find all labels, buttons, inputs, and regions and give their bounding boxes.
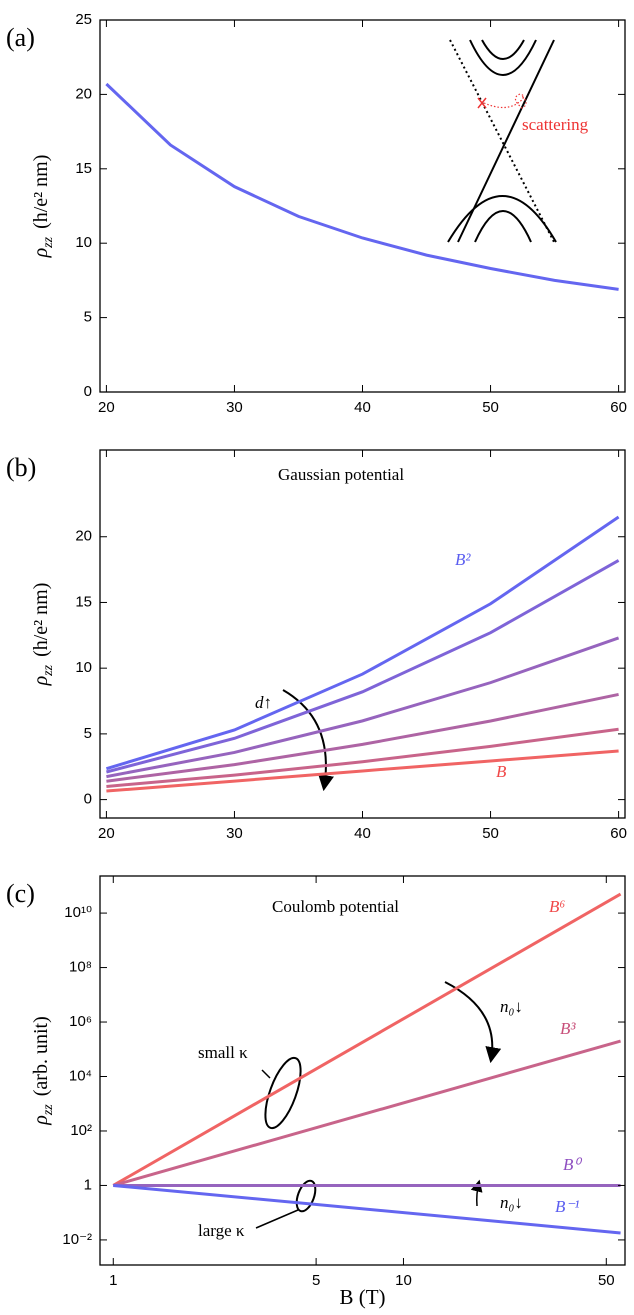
y-label-symbol: ρ bbox=[30, 248, 52, 259]
y-label-symbol: ρ bbox=[30, 676, 52, 687]
data-line bbox=[106, 749, 619, 793]
y-tick-label: 5 bbox=[84, 309, 92, 326]
y-axis-label: ρzz (h/e² nm) bbox=[30, 583, 56, 687]
x-tick-label: 60 bbox=[610, 399, 627, 416]
annotation: n₀↓ bbox=[500, 997, 523, 1016]
x-tick-label: 10 bbox=[395, 1272, 412, 1289]
data-line bbox=[106, 727, 619, 788]
x-tick-label: 1 bbox=[109, 1272, 117, 1289]
panel-label: (c) bbox=[6, 879, 35, 908]
y-label-subscript: zz bbox=[41, 664, 56, 676]
data-line bbox=[105, 515, 620, 771]
y-label-unit: (h/e² nm) bbox=[30, 155, 52, 229]
y-tick-label: 10 bbox=[75, 659, 92, 676]
x-tick-label: 20 bbox=[98, 825, 115, 842]
plot-frame bbox=[99, 875, 626, 1266]
y-tick-label: 0 bbox=[84, 383, 92, 400]
x-tick-label: 30 bbox=[226, 399, 243, 416]
y-tick-label: 10 bbox=[75, 234, 92, 251]
annotation: Coulomb potential bbox=[272, 897, 399, 916]
arrow bbox=[444, 981, 502, 1064]
y-tick-label: 15 bbox=[75, 160, 92, 177]
x-tick-label: 30 bbox=[226, 825, 243, 842]
y-tick-label: 10⁸ bbox=[69, 959, 92, 976]
y-label-subscript: zz bbox=[41, 236, 56, 248]
x-tick-label: 20 bbox=[98, 399, 115, 416]
y-tick-label: 10¹⁰ bbox=[64, 904, 92, 921]
annotation: B⁰ bbox=[563, 1155, 582, 1174]
ellipse bbox=[295, 1179, 317, 1213]
panel-label: (a) bbox=[6, 23, 35, 52]
x-tick-label: 50 bbox=[482, 825, 499, 842]
y-label-unit: (h/e² nm) bbox=[30, 583, 52, 657]
y-axis-label: ρzz (h/e² nm) bbox=[30, 155, 56, 259]
annotation: small κ bbox=[198, 1043, 248, 1062]
y-tick-label: 5 bbox=[84, 725, 92, 742]
panel-label: (b) bbox=[6, 453, 36, 482]
annotation: B² bbox=[455, 550, 471, 569]
y-tick-label: 1 bbox=[84, 1176, 92, 1193]
annotation: n₀↓ bbox=[500, 1193, 523, 1212]
y-tick-label: 25 bbox=[75, 11, 92, 28]
ellipse bbox=[264, 1056, 302, 1130]
annotation: large κ bbox=[198, 1221, 245, 1240]
data-line bbox=[106, 692, 619, 783]
x-tick-label: 40 bbox=[354, 825, 371, 842]
data-line bbox=[106, 559, 620, 774]
annotation: Gaussian potential bbox=[278, 465, 404, 484]
x-tick-label: 60 bbox=[610, 825, 627, 842]
y-axis-label: ρzz (arb. unit) bbox=[30, 1016, 56, 1126]
y-label-unit: (arb. unit) bbox=[30, 1016, 52, 1096]
data-line bbox=[106, 636, 620, 779]
plot-frame bbox=[99, 19, 626, 393]
annotation: d↑ bbox=[255, 693, 272, 712]
x-tick-label: 50 bbox=[598, 1272, 615, 1289]
annotation: B⁶ bbox=[549, 897, 565, 916]
y-tick-label: 10² bbox=[70, 1122, 92, 1139]
y-tick-label: 20 bbox=[75, 85, 92, 102]
data-line bbox=[112, 1039, 621, 1187]
annotation: scattering bbox=[522, 115, 589, 134]
y-tick-label: 20 bbox=[75, 528, 92, 545]
inset-diagram bbox=[447, 39, 557, 243]
annotation: B³ bbox=[560, 1019, 576, 1038]
x-tick-label: 50 bbox=[482, 399, 499, 416]
x-axis-label: B (T) bbox=[339, 1285, 385, 1309]
y-label-symbol: ρ bbox=[30, 1115, 52, 1126]
annotation: B bbox=[496, 762, 507, 781]
data-line bbox=[112, 892, 622, 1187]
annotation: B⁻¹ bbox=[555, 1197, 579, 1216]
y-tick-label: 10⁶ bbox=[69, 1013, 92, 1030]
y-tick-label: 10⁻² bbox=[62, 1231, 92, 1248]
data-line bbox=[113, 1183, 621, 1235]
x-tick-label: 5 bbox=[312, 1272, 320, 1289]
y-tick-label: 10⁴ bbox=[69, 1067, 92, 1084]
x-tick-label: 40 bbox=[354, 399, 371, 416]
data-line bbox=[105, 82, 619, 291]
y-label-subscript: zz bbox=[41, 1104, 56, 1116]
y-tick-label: 0 bbox=[84, 791, 92, 808]
y-tick-label: 15 bbox=[75, 593, 92, 610]
pointer bbox=[255, 1069, 299, 1229]
